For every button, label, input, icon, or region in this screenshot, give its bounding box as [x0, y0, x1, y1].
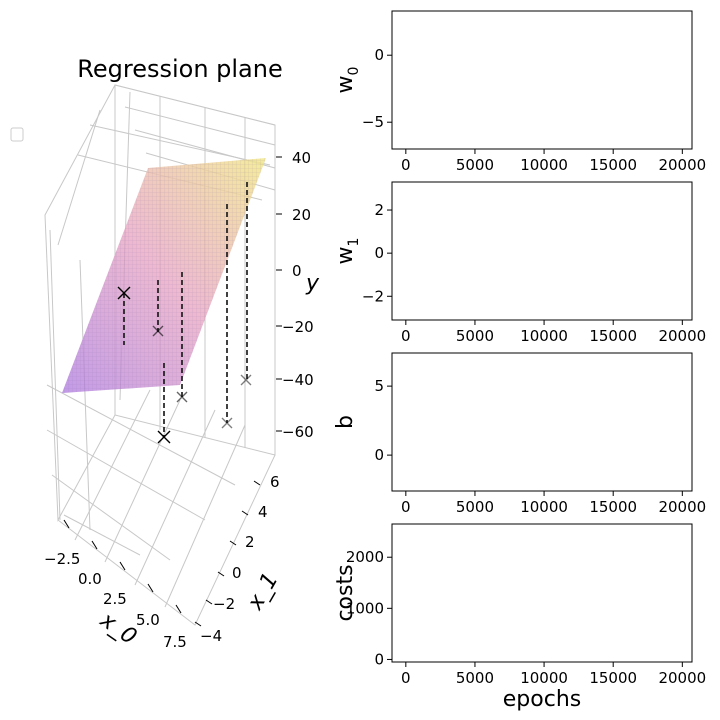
- x1-axis-ticks: −4 −2 0 2 4 6: [194, 473, 280, 645]
- y-tick-label: 0: [374, 650, 384, 668]
- x0-tick-label: 7.5: [163, 633, 187, 651]
- plot-area: [391, 523, 693, 663]
- x-tick-label: 15000: [589, 669, 637, 687]
- x-axis-label: epochs: [503, 687, 581, 712]
- y-tick-label: −40: [282, 371, 314, 389]
- x-tick-label: 5000: [456, 156, 494, 174]
- x-tick-label: 20000: [658, 156, 706, 174]
- x0-tick-label: 0.0: [78, 570, 102, 588]
- regression-plane-mesh: [62, 158, 266, 393]
- x-tick-label: 0: [401, 498, 411, 516]
- data-point: [157, 430, 171, 444]
- y-tick-label: 0: [374, 446, 384, 464]
- x1-tick-label: −4: [200, 627, 222, 645]
- data-points: [117, 286, 252, 444]
- data-point: [117, 286, 131, 300]
- y-axis-label: costs: [333, 564, 358, 621]
- x-tick-label: 0: [401, 156, 411, 174]
- y-tick-label: −20: [282, 318, 314, 336]
- x-tick-label: 10000: [520, 669, 568, 687]
- y-tick-label: 2000: [346, 548, 384, 566]
- x-tick-label: 15000: [589, 498, 637, 516]
- y-tick-label: 2: [374, 201, 384, 219]
- x1-tick-label: 6: [270, 473, 280, 491]
- x-tick-label: 15000: [589, 327, 637, 345]
- plot-area: [391, 10, 693, 150]
- data-point: [176, 391, 188, 403]
- x-tick-label: 5000: [456, 327, 494, 345]
- x0-tick-label: −2.5: [44, 550, 80, 568]
- data-point: [152, 325, 164, 337]
- y-tick-label: 0: [374, 46, 384, 64]
- y-tick-label: 0: [374, 244, 384, 262]
- x-tick-label: 0: [401, 669, 411, 687]
- x-tick-label: 10000: [520, 156, 568, 174]
- y-axis-label: w0: [333, 67, 362, 94]
- x-tick-label: 20000: [658, 327, 706, 345]
- data-point: [221, 417, 233, 429]
- y-tick-label: 0: [292, 262, 302, 280]
- z-axis-label: y: [305, 271, 320, 296]
- y-axis-label-subscript: 0: [346, 67, 362, 76]
- x1-tick-label: −2: [213, 595, 235, 613]
- y-axis-ticks: 40 20 0 −20 −40 −60: [276, 149, 314, 441]
- x-tick-label: 0: [401, 327, 411, 345]
- x1-tick-label: 0: [232, 564, 242, 582]
- x0-axis-label: x_0: [95, 607, 141, 650]
- y-tick-label: −60: [282, 423, 314, 441]
- y-tick-label: 20: [292, 206, 311, 224]
- y-tick-label: 40: [292, 149, 311, 167]
- x-tick-label: 20000: [658, 669, 706, 687]
- plot3d: Regression plane: [10, 55, 320, 651]
- panel-b: 5 0 0 5000 10000 15000 20000 b: [333, 352, 706, 516]
- x1-axis-label: x_1: [242, 569, 283, 615]
- x0-axis-ticks: −2.5 0.0 2.5 5.0 7.5: [44, 519, 187, 651]
- plot-area: [391, 352, 693, 492]
- plot3d-title: Regression plane: [77, 55, 283, 83]
- panel-w0: 0 −5 0 5000 10000 15000 20000 w0: [333, 10, 706, 174]
- x1-tick-label: 2: [245, 533, 255, 551]
- data-point: [240, 374, 252, 386]
- plot-area: [391, 181, 693, 321]
- residual-lines: [123, 182, 248, 436]
- y-tick-label: 5: [374, 377, 384, 395]
- x-tick-label: 5000: [456, 669, 494, 687]
- x0-tick-label: 5.0: [136, 611, 160, 629]
- y-axis-label: w1: [333, 238, 362, 265]
- y-tick-label: 1000: [346, 599, 384, 617]
- x1-tick-label: 4: [258, 503, 268, 521]
- x-tick-label: 15000: [589, 156, 637, 174]
- panel-w1: 2 0 −2 0 5000 10000 15000 20000 w1: [333, 181, 706, 345]
- legend-box: [10, 127, 24, 142]
- y-tick-label: −5: [362, 113, 384, 131]
- y-axis-label-subscript: 1: [346, 238, 362, 247]
- x-tick-label: 5000: [456, 498, 494, 516]
- x-tick-label: 10000: [520, 327, 568, 345]
- y-axis-label: b: [333, 415, 358, 429]
- x0-tick-label: 2.5: [103, 590, 127, 608]
- x-tick-label: 20000: [658, 498, 706, 516]
- y-tick-label: −2: [362, 287, 384, 305]
- x-tick-label: 10000: [520, 498, 568, 516]
